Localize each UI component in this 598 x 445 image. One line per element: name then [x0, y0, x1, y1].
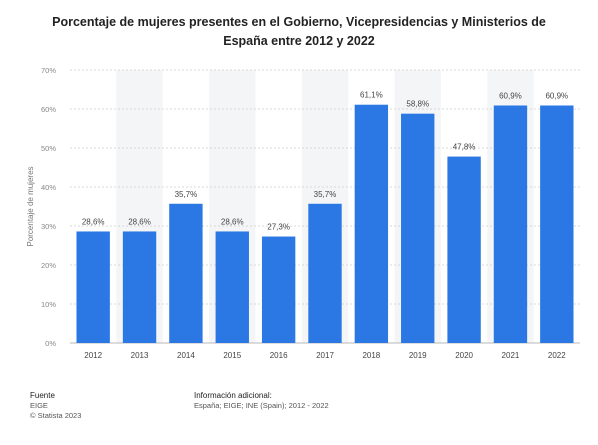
data-label: 28,6% — [128, 217, 151, 226]
source-line-2: © Statista 2023 — [30, 411, 82, 420]
data-label: 28,6% — [221, 217, 244, 226]
bar — [261, 236, 296, 343]
x-tick-label: 2019 — [409, 351, 427, 360]
y-tick-label: 0% — [45, 339, 56, 348]
y-tick-label: 40% — [41, 183, 56, 192]
source-heading: Fuente — [30, 391, 55, 400]
x-tick-label: 2020 — [455, 351, 473, 360]
x-tick-label: 2013 — [131, 351, 149, 360]
data-label: 35,7% — [175, 190, 198, 199]
y-tick-label: 60% — [41, 105, 56, 114]
data-label: 61,1% — [360, 91, 383, 100]
y-tick-label: 10% — [41, 300, 56, 309]
data-label: 27,3% — [267, 223, 290, 232]
data-label: 60,9% — [545, 91, 568, 100]
data-label: 28,6% — [82, 217, 105, 226]
bar — [308, 203, 342, 343]
y-tick-label: 20% — [41, 261, 56, 270]
x-tick-label: 2022 — [548, 351, 566, 360]
data-label: 58,8% — [406, 100, 429, 109]
x-tick-label: 2012 — [84, 351, 102, 360]
bar — [447, 156, 481, 343]
data-label: 60,9% — [499, 91, 522, 100]
info-line: España; EIGE; INE (Spain); 2012 - 2022 — [194, 401, 329, 410]
x-tick-label: 2014 — [177, 351, 195, 360]
data-labels: 28,6% 28,6% 35,7% 28,6% 27,3% 35,7% 61,1% 58,8%… — [82, 91, 568, 232]
x-tick-label: 2015 — [223, 351, 241, 360]
bar — [169, 203, 203, 343]
x-tick-label: 2021 — [502, 351, 520, 360]
bar — [401, 113, 435, 344]
x-tick-label: 2017 — [316, 351, 334, 360]
bar — [215, 231, 249, 343]
y-tick-label: 30% — [41, 222, 56, 231]
bar — [540, 105, 574, 344]
y-axis-label: Porcentaje de mujeres — [26, 166, 35, 246]
y-tick-labels: 0% 10% 20% 30% 40% 50% 60% 70% — [41, 66, 56, 348]
bar — [122, 231, 157, 343]
chart-title-line-2: España entre 2012 y 2022 — [223, 34, 375, 48]
footer-info: Información adicional: España; EIGE; INE… — [194, 391, 329, 411]
y-tick-label: 70% — [41, 66, 56, 75]
footer-source: Fuente EIGE © Statista 2023 — [30, 391, 81, 421]
info-heading: Información adicional: — [194, 391, 272, 400]
bar — [493, 105, 528, 344]
x-tick-label: 2016 — [270, 351, 288, 360]
x-tick-label: 2018 — [362, 351, 380, 360]
source-line-1: EIGE — [30, 401, 48, 410]
chart-title: Porcentaje de mujeres presentes en el Go… — [0, 13, 598, 51]
bar — [76, 231, 110, 343]
x-tick-labels: 2012 2013 2014 2015 2016 2017 2018 2019 2020 2021… — [84, 351, 566, 360]
y-tick-label: 50% — [41, 144, 56, 153]
bars — [76, 104, 574, 344]
bar — [354, 104, 389, 344]
data-label: 47,8% — [453, 143, 476, 152]
data-label: 35,7% — [314, 190, 337, 199]
bar-chart: 0%10%20%30%40%50%60%70% 28,6% 28,6%35,7%2… — [26, 66, 580, 360]
chart-title-line-1: Porcentaje de mujeres presentes en el Go… — [52, 15, 546, 29]
